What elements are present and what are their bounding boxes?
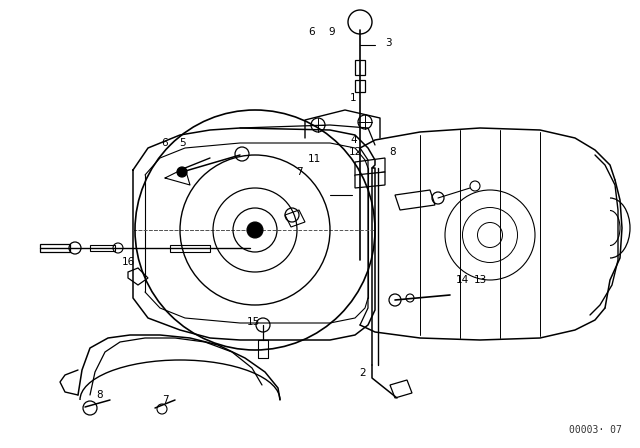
- Polygon shape: [285, 210, 305, 227]
- Text: 8: 8: [97, 390, 103, 400]
- Polygon shape: [40, 244, 70, 252]
- Polygon shape: [170, 245, 210, 252]
- Circle shape: [177, 167, 187, 177]
- Text: 7: 7: [296, 167, 302, 177]
- Polygon shape: [355, 80, 365, 92]
- Text: 6: 6: [162, 138, 168, 148]
- Text: 13: 13: [474, 275, 486, 285]
- Polygon shape: [355, 172, 385, 188]
- Text: 5: 5: [179, 138, 186, 148]
- Polygon shape: [355, 60, 365, 75]
- Text: 1: 1: [349, 93, 356, 103]
- Text: 2: 2: [360, 368, 366, 378]
- Text: 00003· 07: 00003· 07: [568, 425, 621, 435]
- Text: 4: 4: [351, 135, 357, 145]
- Polygon shape: [390, 380, 412, 398]
- Text: 8: 8: [390, 147, 396, 157]
- Polygon shape: [395, 190, 435, 210]
- Text: 12: 12: [348, 147, 362, 157]
- Polygon shape: [355, 158, 385, 176]
- Text: 6: 6: [308, 27, 316, 37]
- Text: 11: 11: [307, 154, 321, 164]
- Text: 14: 14: [456, 275, 468, 285]
- Polygon shape: [128, 268, 148, 285]
- Text: 16: 16: [122, 257, 134, 267]
- Text: 9: 9: [329, 27, 335, 37]
- Circle shape: [247, 222, 263, 238]
- Polygon shape: [90, 245, 115, 251]
- Text: 3: 3: [385, 38, 391, 48]
- Text: 7: 7: [162, 395, 168, 405]
- Text: 15: 15: [246, 317, 260, 327]
